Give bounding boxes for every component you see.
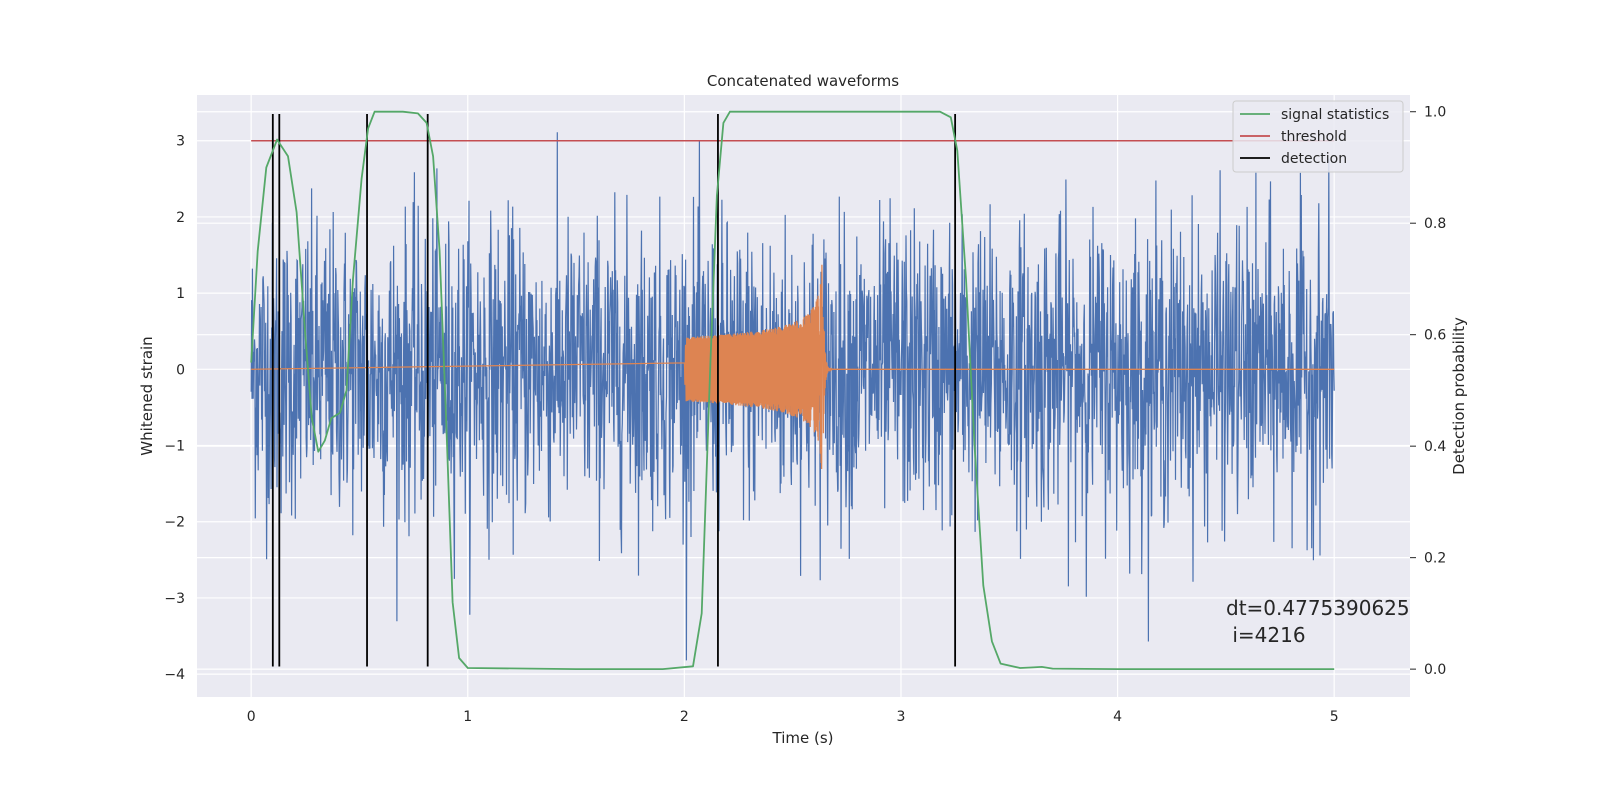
y-axis-right: 0.0 0.2 0.4 0.6 0.8 1.0 — [1410, 105, 1446, 678]
y-tick-label: 1 — [176, 286, 185, 302]
y-axis-left: −4 −3 −2 −1 0 1 2 3 — [164, 134, 185, 683]
y2-tick-label: 0.8 — [1424, 216, 1446, 232]
y2-tick-label: 0.4 — [1424, 439, 1446, 455]
y-tick-label: −3 — [164, 591, 185, 607]
y2-tick-label: 0.6 — [1424, 328, 1446, 344]
y-tick-label: −2 — [164, 515, 185, 531]
x-tick-label: 5 — [1330, 709, 1339, 725]
y2-tick-label: 1.0 — [1424, 105, 1446, 121]
legend-label-detection: detection — [1281, 151, 1347, 167]
x-tick-label: 1 — [463, 709, 472, 725]
legend: signal statistics threshold detection — [1232, 100, 1404, 173]
y-tick-label: 2 — [176, 210, 185, 226]
x-tick-label: 3 — [897, 709, 906, 725]
y-tick-label: −4 — [164, 667, 185, 683]
annotation-i: i=4216 — [1226, 623, 1306, 647]
x-tick-label: 2 — [680, 709, 689, 725]
y-axis-label: Whitened strain — [138, 336, 156, 455]
y2-axis-label: Detection probability — [1450, 317, 1468, 475]
statistics-line — [250, 110, 1335, 670]
statistics-series — [250, 110, 1335, 670]
chart-title: Concatenated waveforms — [707, 72, 899, 90]
legend-label-threshold: threshold — [1281, 129, 1347, 145]
y-tick-label: −1 — [164, 439, 185, 455]
x-axis-label: Time (s) — [772, 729, 834, 747]
legend-label-statistics: signal statistics — [1281, 107, 1389, 123]
detection-series — [271, 114, 957, 667]
x-axis: 0 1 2 3 4 5 — [247, 709, 1339, 725]
y-tick-label: 0 — [176, 362, 185, 378]
annotation-dt: dt=0.4775390625 — [1226, 596, 1410, 620]
legend-box — [1232, 100, 1404, 173]
plot-area — [250, 110, 1335, 670]
y2-tick-label: 0.0 — [1424, 662, 1446, 678]
y2-tick-label: 0.2 — [1424, 551, 1446, 567]
waveform-series — [251, 264, 1335, 470]
x-tick-label: 4 — [1113, 709, 1122, 725]
y-tick-label: 3 — [176, 134, 185, 150]
waveform-line — [251, 264, 1335, 470]
x-tick-label: 0 — [247, 709, 256, 725]
